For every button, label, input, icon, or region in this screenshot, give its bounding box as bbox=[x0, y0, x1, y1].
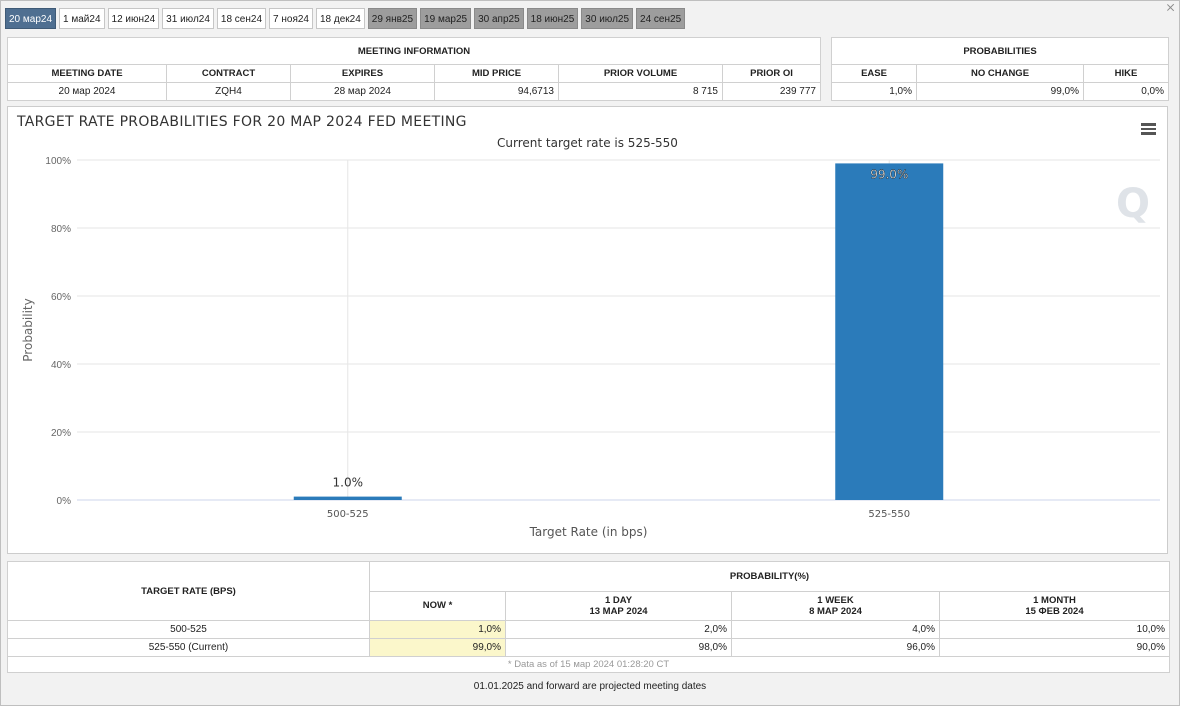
mid-price-value: 94,6713 bbox=[434, 82, 559, 101]
x-tick-label: 525-550 bbox=[868, 509, 910, 520]
y-tick-label: 100% bbox=[45, 156, 71, 167]
col-1-week-label: 1 WEEK bbox=[817, 594, 854, 606]
x-tick-label: 500-525 bbox=[327, 509, 369, 520]
meeting-info-header: MEETING INFORMATION bbox=[7, 37, 821, 65]
y-tick-label: 20% bbox=[51, 428, 71, 439]
now-cell: 1,0% bbox=[369, 620, 506, 639]
tab-meeting-0[interactable]: 20 мар24 bbox=[5, 8, 57, 29]
col-1-day: 1 DAY 13 МАР 2024 bbox=[505, 590, 732, 621]
day-cell: 2,0% bbox=[505, 620, 732, 639]
bar-data-label: 1.0% bbox=[333, 476, 364, 490]
bar-chart: 0% 20% 40% 60% 80% 100% 1.0% 500-525 99.0% 525-55… bbox=[21, 156, 1160, 539]
now-cell: 99,0% bbox=[369, 638, 506, 657]
col-no-change: NO CHANGE bbox=[916, 64, 1084, 83]
col-1-month-date: 15 ФЕВ 2024 bbox=[1025, 605, 1084, 617]
col-contract: CONTRACT bbox=[166, 64, 291, 83]
tab-meeting-10[interactable]: 18 июн25 bbox=[526, 8, 579, 29]
ease-value: 1,0% bbox=[831, 82, 917, 101]
col-hike: HIKE bbox=[1083, 64, 1169, 83]
y-axis-title: Probability bbox=[21, 298, 35, 361]
tab-meeting-8[interactable]: 19 мар25 bbox=[420, 8, 472, 29]
col-now: NOW * bbox=[369, 590, 506, 621]
col-mid-price: MID PRICE bbox=[434, 64, 559, 83]
table-row: 525-550 (Current) 99,0% 98,0% 96,0% 90,0… bbox=[7, 638, 1170, 657]
week-cell: 96,0% bbox=[731, 638, 940, 657]
col-prior-oi: PRIOR OI bbox=[722, 64, 821, 83]
meeting-date-value: 20 мар 2024 bbox=[7, 82, 167, 101]
target-rate-cell: 525-550 (Current) bbox=[7, 638, 370, 657]
chart-panel: TARGET RATE PROBABILITIES FOR 20 МАР 202… bbox=[7, 106, 1168, 554]
y-tick-label: 80% bbox=[51, 224, 71, 235]
month-cell: 10,0% bbox=[939, 620, 1170, 639]
table-row: 500-525 1,0% 2,0% 4,0% 10,0% bbox=[7, 620, 1170, 639]
y-tick-label: 40% bbox=[51, 360, 71, 371]
col-1-week: 1 WEEK 8 МАР 2024 bbox=[731, 590, 940, 621]
chart-title: TARGET RATE PROBABILITIES FOR 20 МАР 202… bbox=[17, 114, 467, 130]
col-meeting-date: MEETING DATE bbox=[7, 64, 167, 83]
col-1-month-label: 1 MONTH bbox=[1033, 594, 1076, 606]
probabilities-header: PROBABILITIES bbox=[831, 37, 1169, 65]
tab-meeting-1[interactable]: 1 май24 bbox=[59, 8, 105, 29]
tab-meeting-9[interactable]: 30 апр25 bbox=[474, 8, 524, 29]
week-cell: 4,0% bbox=[731, 620, 940, 639]
col-1-day-date: 13 МАР 2024 bbox=[589, 605, 648, 617]
chart-menu-icon[interactable] bbox=[1141, 123, 1156, 135]
close-icon[interactable] bbox=[1167, 3, 1175, 11]
probability-group-header: PROBABILITY(%) bbox=[369, 561, 1170, 592]
col-prior-volume: PRIOR VOLUME bbox=[558, 64, 723, 83]
tab-meeting-6[interactable]: 18 дек24 bbox=[315, 8, 365, 29]
meeting-tabs: 20 мар24 1 май24 12 июн24 31 июл24 18 сен24 7… bbox=[5, 8, 688, 30]
col-ease: EASE bbox=[831, 64, 917, 83]
tab-meeting-4[interactable]: 18 сен24 bbox=[216, 8, 267, 29]
day-cell: 98,0% bbox=[505, 638, 732, 657]
col-1-day-label: 1 DAY bbox=[604, 594, 633, 606]
month-cell: 90,0% bbox=[939, 638, 1170, 657]
contract-value: ZQH4 bbox=[166, 82, 291, 101]
expires-value: 28 мар 2024 bbox=[290, 82, 435, 101]
col-target-rate: TARGET RATE (BPS) bbox=[7, 561, 370, 621]
prior-volume-value: 8 715 bbox=[558, 82, 723, 101]
tab-meeting-11[interactable]: 30 июл25 bbox=[581, 8, 634, 29]
y-tick-label: 0% bbox=[57, 496, 72, 507]
col-1-month: 1 MONTH 15 ФЕВ 2024 bbox=[939, 590, 1170, 621]
tab-meeting-12[interactable]: 24 сен25 bbox=[636, 8, 686, 29]
col-expires: EXPIRES bbox=[290, 64, 435, 83]
probabilities-table: PROBABILITIES EASE NO CHANGE HIKE 1,0% 9… bbox=[831, 37, 1169, 101]
chart-subtitle: Current target rate is 525-550 bbox=[497, 136, 678, 150]
tab-meeting-3[interactable]: 31 июл24 bbox=[162, 8, 214, 29]
no-change-value: 99,0% bbox=[916, 82, 1084, 101]
bar-data-label: 99.0% bbox=[870, 167, 908, 181]
col-1-week-date: 8 МАР 2024 bbox=[809, 605, 862, 617]
bar bbox=[835, 163, 944, 500]
y-tick-label: 60% bbox=[51, 292, 71, 303]
projected-dates-note: 01.01.2025 and forward are projected mee… bbox=[473, 681, 707, 692]
target-rate-cell: 500-525 bbox=[7, 620, 370, 639]
bar bbox=[293, 496, 402, 500]
tab-meeting-7[interactable]: 29 янв25 bbox=[367, 8, 418, 29]
tab-meeting-5[interactable]: 7 ноя24 bbox=[269, 8, 313, 29]
x-axis-title: Target Rate (in bps) bbox=[529, 525, 648, 539]
tab-meeting-2[interactable]: 12 июн24 bbox=[107, 8, 160, 29]
watermark-logo: Q bbox=[1116, 181, 1150, 227]
data-timestamp-note: * Data as of 15 мар 2024 01:28:20 CT bbox=[7, 656, 1170, 673]
hike-value: 0,0% bbox=[1083, 82, 1169, 101]
meeting-info-table: MEETING INFORMATION MEETING DATE CONTRAC… bbox=[7, 37, 821, 101]
probability-history-table: TARGET RATE (BPS) PROBABILITY(%) NOW * 1… bbox=[7, 561, 1170, 673]
prior-oi-value: 239 777 bbox=[722, 82, 821, 101]
